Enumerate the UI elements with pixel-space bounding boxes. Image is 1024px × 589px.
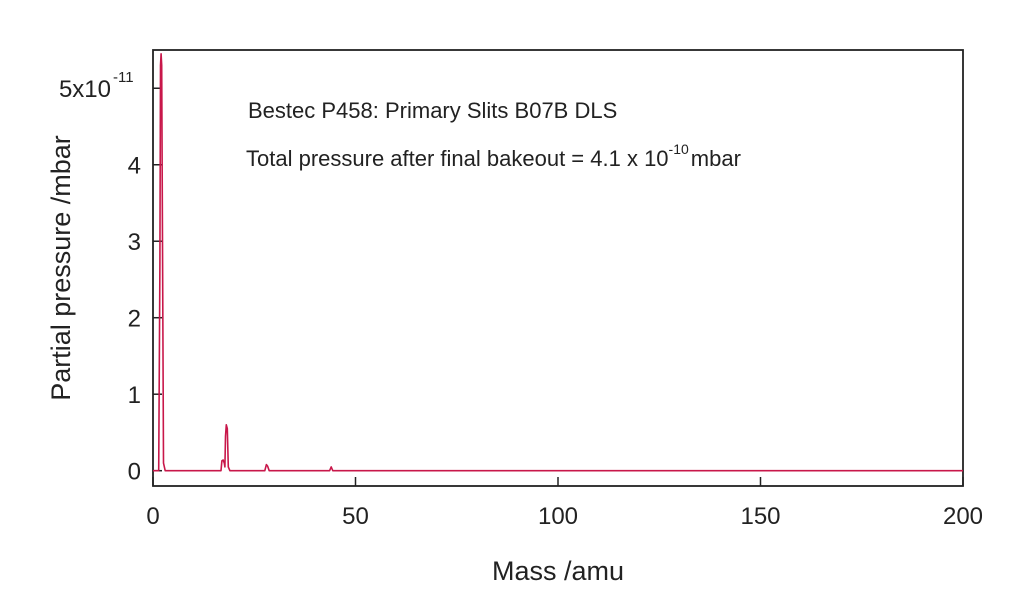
annotation-total-pressure-unit: mbar [691,146,741,171]
annotation-total-pressure-text: Total pressure after final bakeout = 4.1… [246,146,669,171]
x-tick-label: 0 [146,503,159,530]
x-tick-label: 150 [740,503,780,530]
y-tick-label: 4 [128,153,141,180]
y-tick-label: 5x10 [59,76,111,103]
annotation-total-pressure-exponent: -10 [669,141,689,157]
x-axis-ticks: 0 50 100 150 200 [146,477,983,530]
x-axis-label: Mass /amu [492,556,624,586]
y-tick-label: 1 [128,382,141,409]
y-tick-label: 3 [128,229,141,256]
series-line [153,53,963,472]
x-tick-label: 100 [538,503,578,530]
y-tick-label: 0 [128,459,141,486]
y-axis-label: Partial pressure /mbar [46,135,76,401]
x-tick-label: 50 [342,503,369,530]
annotation-instrument: Bestec P458: Primary Slits B07B DLS [248,98,617,123]
y-axis-ticks: 0 1 2 3 4 5x10 -11 [59,69,162,486]
y-tick-label: 2 [128,306,141,333]
y-tick-exponent: -11 [113,69,134,86]
annotation-total-pressure: Total pressure after final bakeout = 4.1… [246,141,741,171]
x-tick-label: 200 [943,503,983,530]
